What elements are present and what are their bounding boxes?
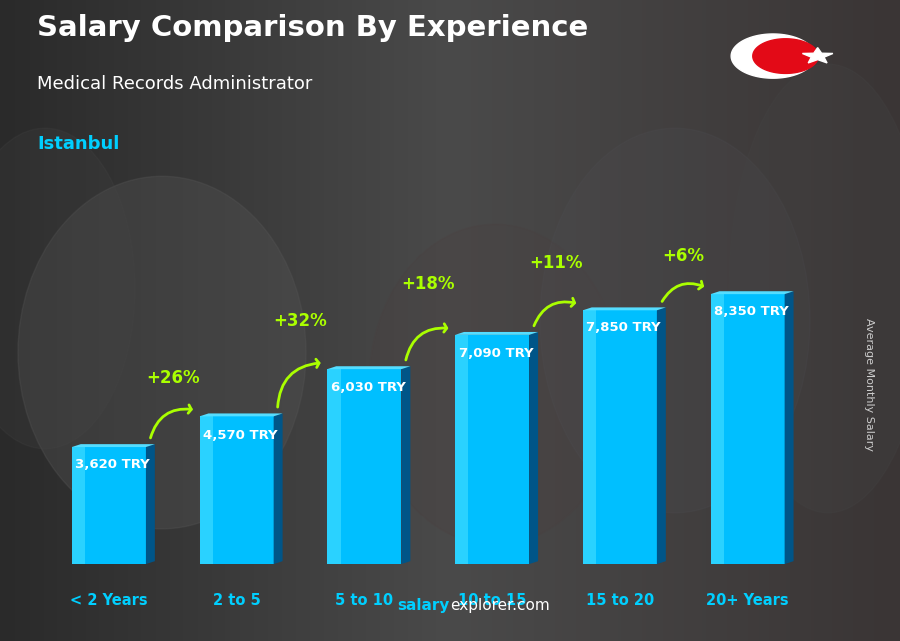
Text: 5 to 10: 5 to 10 (336, 593, 393, 608)
Bar (328, 369, 340, 564)
Bar (583, 310, 657, 564)
Text: explorer.com: explorer.com (450, 598, 550, 613)
Text: 7,090 TRY: 7,090 TRY (459, 347, 533, 360)
Ellipse shape (369, 224, 621, 545)
Polygon shape (752, 38, 818, 74)
Text: 4,570 TRY: 4,570 TRY (203, 429, 278, 442)
Polygon shape (146, 444, 155, 564)
Polygon shape (328, 366, 410, 369)
Polygon shape (785, 291, 794, 564)
Bar (328, 369, 401, 564)
Ellipse shape (0, 128, 135, 449)
Text: +26%: +26% (146, 369, 200, 387)
Text: Salary Comparison By Experience: Salary Comparison By Experience (37, 14, 589, 42)
Polygon shape (583, 308, 666, 310)
Text: 6,030 TRY: 6,030 TRY (330, 381, 406, 394)
Ellipse shape (729, 64, 900, 513)
Bar (72, 447, 86, 564)
Bar (200, 417, 213, 564)
Polygon shape (455, 332, 538, 335)
Text: Medical Records Administrator: Medical Records Administrator (37, 76, 312, 94)
Text: +18%: +18% (401, 275, 455, 293)
Polygon shape (710, 291, 794, 294)
Bar (455, 335, 529, 564)
Text: < 2 Years: < 2 Years (70, 593, 148, 608)
Text: 20+ Years: 20+ Years (706, 593, 789, 608)
Polygon shape (731, 34, 814, 78)
Text: 10 to 15: 10 to 15 (458, 593, 526, 608)
Bar (710, 294, 785, 564)
Polygon shape (803, 47, 833, 63)
Bar (583, 310, 596, 564)
Text: Average Monthly Salary: Average Monthly Salary (863, 318, 874, 451)
Bar (455, 335, 468, 564)
Text: salary: salary (398, 598, 450, 613)
Text: 7,850 TRY: 7,850 TRY (587, 321, 661, 335)
Polygon shape (529, 332, 538, 564)
Ellipse shape (540, 128, 810, 513)
Polygon shape (657, 308, 666, 564)
Bar (200, 417, 274, 564)
Bar (72, 447, 146, 564)
Polygon shape (72, 444, 155, 447)
Text: +6%: +6% (662, 247, 705, 265)
Text: Istanbul: Istanbul (37, 135, 120, 153)
Ellipse shape (18, 176, 306, 529)
Text: +11%: +11% (529, 253, 582, 272)
Text: 8,350 TRY: 8,350 TRY (714, 305, 788, 318)
Text: 3,620 TRY: 3,620 TRY (76, 458, 150, 471)
Polygon shape (401, 366, 410, 564)
Polygon shape (200, 413, 283, 417)
Text: 2 to 5: 2 to 5 (212, 593, 260, 608)
Bar (710, 294, 724, 564)
Polygon shape (274, 413, 283, 564)
Text: +32%: +32% (274, 312, 328, 330)
Text: 15 to 20: 15 to 20 (586, 593, 654, 608)
